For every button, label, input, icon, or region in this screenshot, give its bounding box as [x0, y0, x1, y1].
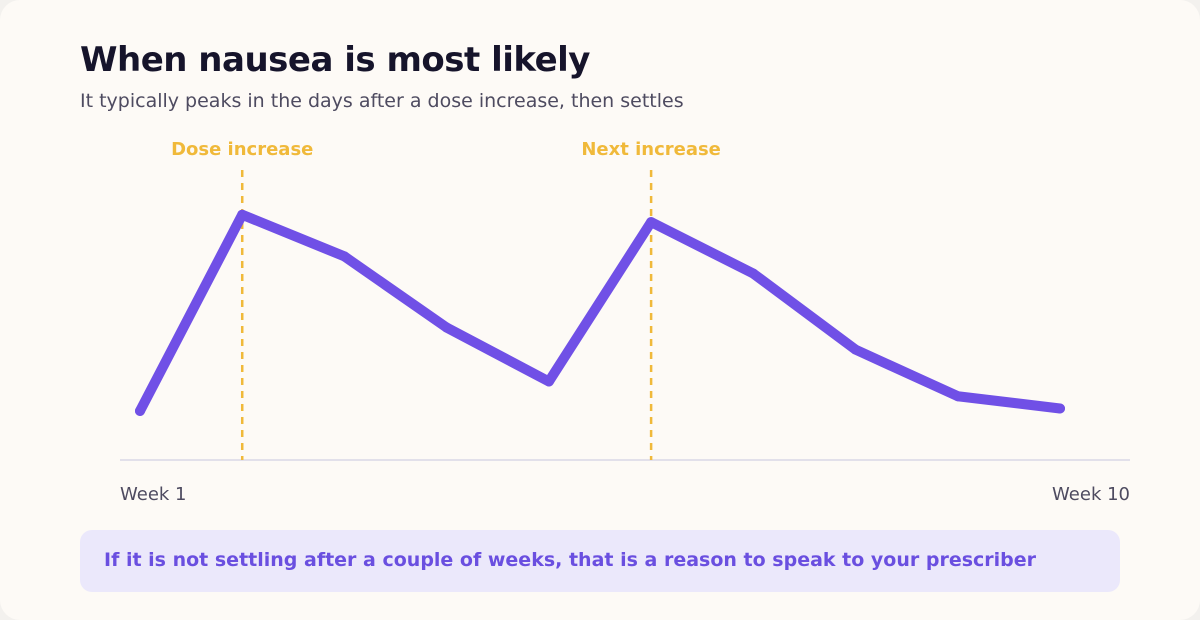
- data-point: [543, 376, 554, 387]
- data-point: [441, 322, 452, 333]
- data-point: [748, 268, 759, 279]
- page-subtitle: It typically peaks in the days after a d…: [80, 90, 684, 112]
- data-point: [339, 251, 350, 262]
- callout-box: If it is not settling after a couple of …: [80, 530, 1120, 592]
- nausea-line-chart: Dose increase Next increase Week 1 Week 10: [120, 139, 1130, 505]
- x-tick-label: Week 1: [120, 484, 187, 505]
- data-point: [952, 391, 963, 402]
- callout-text: If it is not settling after a couple of …: [104, 549, 1037, 571]
- page-title: When nausea is most likely: [80, 40, 590, 80]
- annotation-label: Next increase: [581, 139, 721, 160]
- data-point: [237, 209, 248, 220]
- data-point: [135, 405, 145, 416]
- series-line: [135, 209, 1065, 416]
- annotation-label: Dose increase: [171, 139, 313, 160]
- data-point: [850, 344, 861, 355]
- x-tick-label: Week 10: [1052, 484, 1130, 505]
- data-point: [646, 217, 657, 228]
- data-point: [1055, 403, 1065, 414]
